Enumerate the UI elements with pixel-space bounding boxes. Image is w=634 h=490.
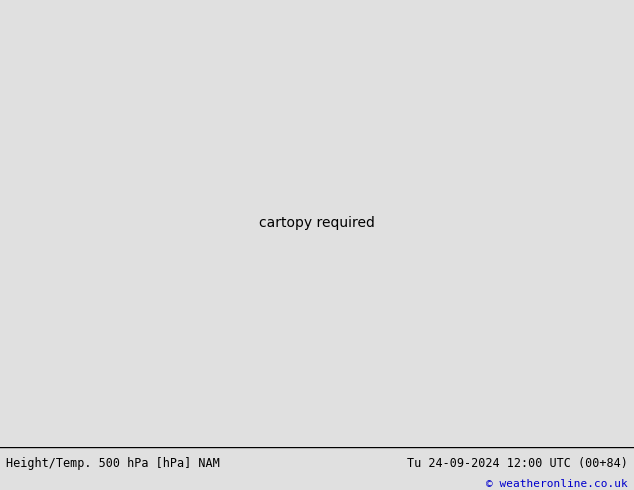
Text: Tu 24-09-2024 12:00 UTC (00+84): Tu 24-09-2024 12:00 UTC (00+84) (407, 457, 628, 470)
Text: cartopy required: cartopy required (259, 217, 375, 230)
Text: Height/Temp. 500 hPa [hPa] NAM: Height/Temp. 500 hPa [hPa] NAM (6, 457, 220, 470)
Text: © weatheronline.co.uk: © weatheronline.co.uk (486, 479, 628, 489)
